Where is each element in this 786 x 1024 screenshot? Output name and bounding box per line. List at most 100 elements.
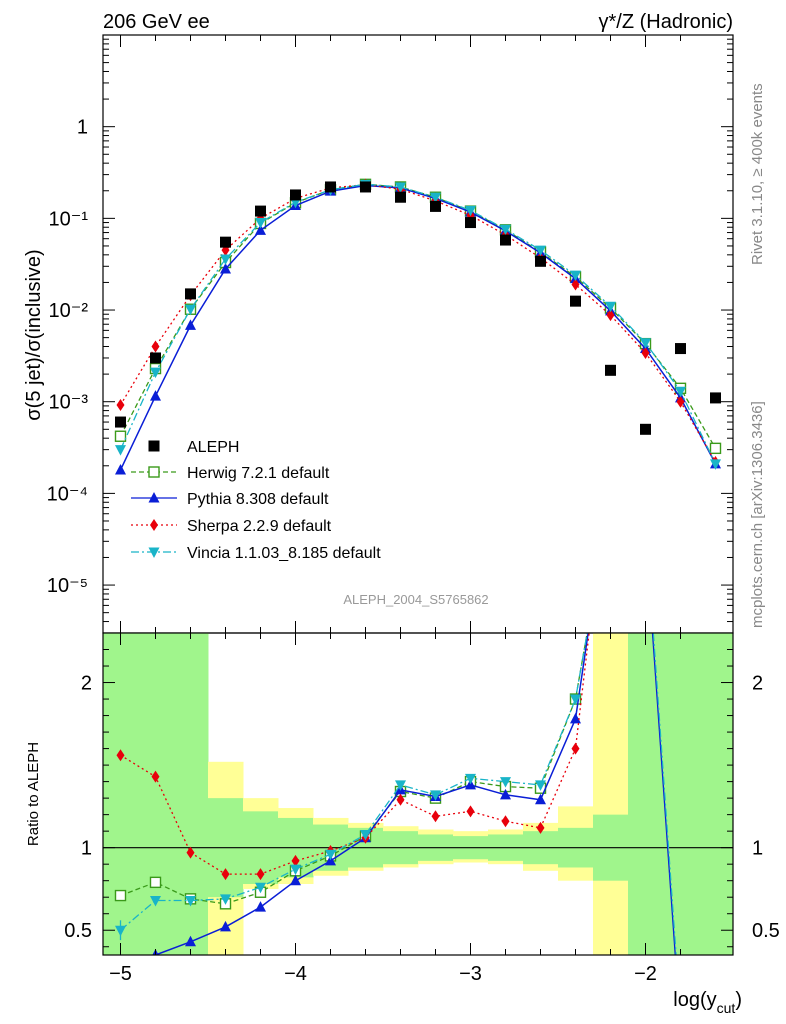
process-label: γ*/Z (Hadronic) [599, 11, 733, 33]
ratio-point-vincia [290, 864, 301, 876]
band-inner [103, 633, 139, 955]
point-pythia [185, 319, 196, 330]
ratio-y-tick-label-right: 1 [752, 838, 763, 860]
point-sherpa [151, 340, 160, 353]
legend-label: Sherpa 2.2.9 default [187, 518, 332, 535]
ratio-point-sherpa [151, 770, 160, 783]
ratio-y-tick-label-right: 0.5 [752, 920, 780, 942]
main-panel: 1 10⁻¹ 10⁻² 10⁻³ 10⁻⁴ 10⁻⁵ σ(5 jet)/σ(inclusi… [23, 34, 734, 634]
ratio-point-sherpa [291, 854, 300, 867]
point-herwig [709, 442, 722, 455]
point-vincia [220, 254, 231, 266]
ratio-point-vincia [535, 780, 546, 791]
x-tick-label: −4 [284, 963, 307, 985]
series-line-pythia [119, 184, 717, 471]
main-plot-area [114, 178, 722, 475]
point-aleph [360, 181, 371, 193]
point-pythia [255, 224, 266, 235]
x-tick-label: −3 [459, 963, 482, 985]
ratio-line-pythia [155, 633, 589, 955]
band-outer [593, 633, 629, 955]
point-aleph [640, 423, 651, 435]
ratio-steep-line [651, 633, 676, 955]
point-aleph [325, 181, 336, 193]
point-pythia [150, 390, 161, 401]
y-tick-label: 1 [77, 117, 88, 139]
point-sherpa [116, 399, 125, 412]
ratio-point-herwig [149, 876, 162, 889]
ratio-point-sherpa [571, 742, 580, 755]
ratio-point-vincia [430, 790, 441, 801]
point-aleph [290, 189, 301, 201]
point-sherpa [641, 346, 650, 359]
ratio-y-tick-label: 0.5 [64, 920, 92, 942]
main-frame [102, 34, 734, 634]
ratio-point-vincia [570, 694, 581, 706]
ratio-line-vincia [120, 633, 588, 931]
ratio-y-axis-label: Ratio to ALEPH [25, 742, 42, 846]
point-vincia [185, 304, 196, 316]
ratio-frame [102, 632, 734, 956]
point-vincia [465, 205, 476, 217]
point-aleph [185, 288, 196, 300]
point-sherpa [571, 278, 580, 291]
ratio-point-vincia [325, 849, 336, 861]
ratio-point-pythia [220, 920, 231, 932]
point-sherpa [676, 395, 685, 408]
point-aleph [535, 255, 546, 267]
point-pythia [220, 263, 231, 274]
ratio-steep-line [652, 633, 677, 955]
point-aleph [220, 236, 231, 248]
point-aleph [115, 416, 126, 428]
ratio-y-tick-label-right: 2 [752, 673, 763, 695]
point-aleph [675, 343, 686, 355]
ratio-point-sherpa [186, 846, 195, 859]
ratio-point-pythia [570, 712, 581, 724]
ratio-point-pythia [255, 901, 266, 912]
ratio-point-vincia [360, 829, 371, 841]
point-aleph [255, 205, 266, 217]
point-vincia [500, 224, 511, 236]
ratio-panel: 0.5 0.5 1 1 2 2 −5 −4 −3 −2 Ratio to ALEPH log(yc… [25, 632, 780, 1016]
ratio-point-vincia [220, 894, 231, 905]
ratio-point-vincia [395, 780, 406, 791]
ratio-point-vincia [465, 773, 476, 785]
legend-marker [148, 492, 160, 503]
point-vincia [115, 445, 126, 456]
ratio-point-pythia [290, 874, 301, 886]
rivet-label: Rivet 3.1.10, ≥ 400k events [749, 83, 766, 265]
point-pythia [115, 463, 126, 475]
ratio-point-vincia [500, 777, 511, 788]
x-tick-label: −2 [634, 963, 657, 985]
x-axis-label: log(ycut) [673, 989, 742, 1016]
band-inner [138, 633, 174, 955]
analysis-id: ALEPH_2004_S5765862 [343, 592, 488, 607]
y-tick-label: 10⁻³ [49, 392, 89, 414]
band-inner [628, 633, 664, 955]
ratio-point-sherpa [116, 749, 125, 762]
x-tick-label: −5 [109, 963, 132, 985]
ratio-point-sherpa [431, 810, 440, 823]
legend-marker [150, 519, 158, 531]
ratio-y-tick-label: 2 [81, 673, 92, 695]
ratio-point-sherpa [221, 868, 230, 881]
band-inner [698, 633, 733, 955]
legend-marker [148, 466, 160, 478]
legend-label: ALEPH [187, 439, 239, 456]
point-aleph [710, 392, 721, 404]
band-inner [663, 633, 699, 955]
point-vincia [675, 386, 686, 398]
point-vincia [640, 338, 651, 349]
legend-label: Pythia 8.308 default [187, 491, 329, 508]
point-herwig [114, 430, 127, 442]
y-tick-label: 10⁻⁵ [47, 575, 88, 597]
ratio-point-pythia [185, 935, 196, 947]
point-aleph [500, 234, 511, 246]
point-vincia [605, 301, 616, 313]
point-aleph [395, 191, 406, 203]
legend-marker [148, 547, 160, 558]
ratio-point-vincia [150, 896, 161, 907]
point-aleph [150, 352, 161, 364]
point-vincia [710, 459, 721, 470]
point-vincia [535, 245, 546, 257]
